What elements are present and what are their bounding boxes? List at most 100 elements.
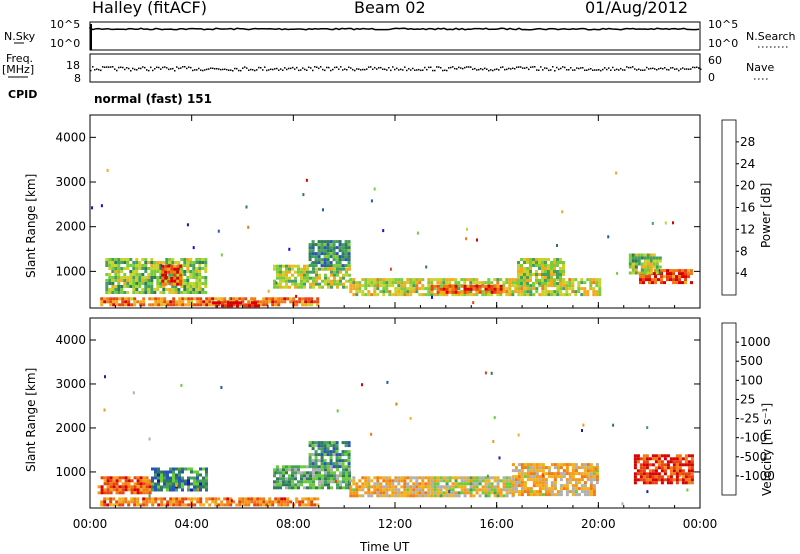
data-cell	[436, 494, 440, 498]
data-cell	[265, 500, 269, 504]
data-cell	[651, 457, 655, 461]
data-cell	[251, 301, 254, 305]
data-cell	[165, 279, 169, 282]
data-cell	[282, 471, 285, 475]
data-cell	[538, 284, 542, 288]
data-cell	[526, 463, 530, 467]
data-cell	[379, 488, 383, 492]
data-cell	[517, 463, 521, 467]
data-cell	[300, 471, 303, 475]
data-cell	[192, 285, 196, 288]
data-cell	[179, 264, 183, 268]
data-cell	[247, 503, 251, 507]
data-cell	[307, 503, 311, 507]
data-cell	[436, 281, 440, 285]
data-cell	[280, 503, 284, 507]
data-cell	[315, 474, 318, 478]
data-cell	[126, 267, 130, 270]
data-cell	[499, 479, 503, 483]
data-cell	[523, 293, 527, 297]
data-cell	[568, 481, 572, 485]
data-cell	[141, 282, 145, 285]
data-cell	[574, 469, 578, 473]
freq-point	[652, 67, 654, 69]
data-cell	[241, 297, 245, 301]
data-cell	[535, 270, 538, 273]
data-cell	[660, 269, 663, 273]
data-cell	[523, 490, 527, 494]
data-cell	[285, 468, 288, 472]
data-cell	[108, 264, 112, 267]
data-cell	[436, 476, 440, 480]
data-cell	[364, 476, 368, 480]
data-cell	[126, 276, 130, 279]
data-cell	[386, 380, 389, 384]
data-cell	[172, 297, 176, 301]
data-cell	[553, 466, 557, 470]
data-cell	[105, 264, 109, 267]
data-cell	[358, 287, 362, 291]
data-cell	[520, 469, 524, 473]
data-cell	[686, 488, 689, 492]
data-cell	[250, 497, 254, 501]
data-cell	[300, 279, 303, 283]
freq-point	[694, 66, 696, 69]
data-cell	[138, 282, 142, 285]
data-cell	[277, 300, 281, 304]
freq-point	[440, 67, 442, 69]
x-tick-label: 12:00	[378, 517, 413, 531]
data-cell	[535, 469, 539, 473]
data-cell	[532, 484, 536, 488]
data-cell	[463, 278, 467, 282]
data-cell	[445, 488, 449, 492]
freq-point	[476, 69, 478, 71]
data-cell	[202, 503, 206, 507]
data-cell	[550, 290, 554, 294]
data-cell	[199, 467, 202, 471]
data-cell	[646, 271, 650, 275]
data-cell	[329, 255, 333, 259]
freq-point	[94, 69, 96, 71]
data-cell	[285, 465, 288, 469]
data-cell	[332, 462, 336, 466]
data-cell	[418, 488, 422, 492]
data-cell	[238, 303, 242, 307]
data-cell	[172, 485, 175, 489]
data-cell	[198, 258, 202, 261]
data-cell	[120, 270, 124, 273]
freq-point	[134, 68, 136, 71]
data-cell	[663, 469, 667, 473]
data-cell	[150, 288, 154, 291]
data-cell	[187, 476, 190, 480]
data-cell	[171, 288, 175, 291]
data-cell	[136, 500, 140, 504]
data-cell	[376, 485, 380, 489]
data-cell	[309, 483, 312, 487]
data-cell	[681, 272, 684, 276]
freq-point	[352, 68, 354, 71]
data-cell	[111, 285, 115, 288]
data-cell	[532, 478, 536, 482]
data-cell	[145, 476, 149, 480]
data-cell	[309, 480, 312, 484]
data-cell	[151, 485, 154, 489]
freq-point	[252, 69, 254, 71]
data-cell	[505, 290, 509, 294]
data-cell	[544, 478, 548, 482]
data-cell	[342, 468, 345, 472]
freq-point	[388, 67, 390, 69]
data-cell	[103, 488, 107, 492]
data-cell	[481, 281, 485, 285]
data-cell	[586, 472, 590, 476]
data-cell	[684, 269, 687, 273]
freq-point	[294, 68, 296, 70]
data-cell	[612, 423, 615, 427]
data-cell	[636, 457, 640, 461]
freq-point	[226, 68, 228, 71]
data-cell	[436, 491, 440, 495]
data-cell	[553, 264, 556, 267]
data-cell	[245, 205, 248, 209]
data-cell	[344, 453, 348, 457]
freq-point	[484, 67, 486, 70]
data-cell	[141, 267, 145, 270]
